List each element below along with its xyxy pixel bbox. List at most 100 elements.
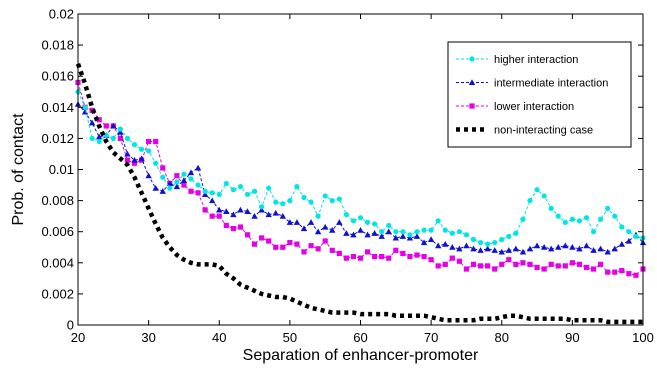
data-point (110, 122, 117, 129)
data-point (399, 233, 407, 239)
data-point (286, 219, 294, 225)
data-point (470, 245, 477, 252)
data-point (569, 244, 576, 250)
data-point (576, 218, 583, 224)
legend-label: higher interaction (494, 54, 578, 66)
data-point (322, 193, 328, 199)
x-tick-label: 20 (71, 330, 85, 345)
data-point (386, 255, 392, 261)
data-point (117, 135, 123, 141)
data-point (633, 233, 639, 239)
data-point (259, 204, 265, 210)
plot-area (74, 63, 647, 325)
data-point (541, 193, 547, 199)
data-point (280, 201, 286, 207)
data-point (280, 244, 286, 250)
data-point (590, 247, 597, 253)
data-point (392, 234, 400, 241)
data-point (434, 242, 442, 249)
data-point (576, 245, 583, 252)
data-point (520, 216, 526, 222)
data-point (124, 135, 131, 141)
data-point (131, 156, 138, 163)
data-point (576, 261, 583, 267)
data-point (195, 190, 201, 196)
data-point (266, 185, 272, 191)
series-higher-interaction (75, 89, 646, 247)
data-point (159, 188, 166, 194)
data-point (364, 249, 371, 255)
data-point (555, 213, 561, 219)
data-point (301, 249, 307, 255)
data-point (272, 209, 279, 216)
data-point (329, 247, 335, 253)
data-point (294, 184, 300, 190)
data-point (336, 196, 342, 202)
data-point (82, 104, 88, 110)
data-point (300, 225, 308, 232)
data-point (195, 182, 201, 188)
data-point (533, 242, 541, 249)
data-point (343, 230, 350, 236)
data-point (258, 206, 265, 213)
x-tick-label: 70 (424, 330, 438, 345)
data-point (499, 236, 505, 243)
data-point (379, 229, 385, 235)
data-point (251, 212, 258, 219)
data-point (477, 247, 484, 253)
data-point (519, 248, 527, 255)
data-point (223, 180, 229, 187)
data-point (470, 261, 477, 267)
data-point (273, 199, 279, 205)
data-point (442, 261, 448, 267)
data-point (343, 255, 349, 261)
data-point (152, 184, 159, 191)
data-point (81, 108, 89, 115)
data-point (506, 233, 512, 239)
data-point (350, 231, 357, 238)
data-point (442, 227, 448, 233)
data-point (153, 138, 159, 145)
y-tick-label: 0.01 (49, 162, 74, 177)
data-point (153, 160, 159, 166)
data-point (357, 255, 364, 261)
data-point (393, 247, 399, 253)
data-point (555, 263, 561, 269)
data-point (371, 230, 378, 236)
data-point (485, 263, 491, 269)
data-point (131, 160, 138, 166)
data-point (633, 272, 639, 278)
data-point (223, 208, 230, 215)
data-point (160, 165, 166, 171)
data-point (625, 237, 633, 244)
data-point (146, 138, 152, 145)
data-point (513, 230, 519, 236)
data-point (110, 135, 116, 141)
data-point (400, 229, 406, 235)
data-point (124, 157, 131, 163)
data-point (562, 219, 568, 225)
data-point (287, 239, 293, 246)
data-point (117, 126, 123, 132)
data-point (350, 253, 357, 260)
data-point (435, 218, 441, 224)
data-point (308, 199, 314, 205)
data-point (124, 150, 131, 157)
data-point (244, 191, 251, 197)
data-point (442, 240, 449, 247)
legend-entry: lower interaction (456, 101, 574, 113)
series-intermediate-interaction (74, 100, 647, 255)
data-point (209, 213, 215, 219)
legend-marker (469, 56, 475, 62)
data-point (174, 173, 180, 179)
data-point (372, 221, 378, 227)
legend: higher interaction intermediate interacti… (447, 41, 632, 148)
data-point (506, 257, 512, 263)
data-point (251, 241, 258, 247)
data-point (605, 205, 611, 211)
data-point (520, 260, 526, 266)
data-point (421, 227, 427, 233)
series-line (75, 63, 643, 325)
x-tick-label: 80 (495, 330, 509, 345)
data-point (470, 236, 477, 243)
